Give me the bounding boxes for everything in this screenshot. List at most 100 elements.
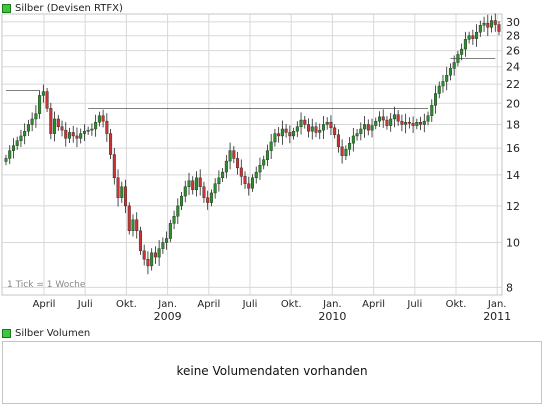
candle-body [34, 113, 38, 120]
x-tick-label: April [197, 299, 220, 310]
candle-body [75, 135, 79, 139]
candle-body [228, 150, 232, 162]
candle-body [497, 24, 501, 32]
candle-body [30, 118, 34, 125]
candle-body [336, 134, 340, 148]
candle-body [250, 177, 254, 189]
candle-body [407, 122, 411, 124]
candle-body [82, 131, 86, 134]
volume-panel: keine Volumendaten vorhanden [2, 341, 542, 404]
candle-body [370, 125, 374, 131]
candle-body [176, 205, 180, 217]
x-year-label: 2011 [483, 310, 511, 323]
candle-body [213, 183, 217, 194]
candle-body [482, 23, 486, 26]
candle-body [53, 118, 57, 134]
x-tick-label: Jan. [322, 299, 342, 310]
y-tick-label: 8 [506, 281, 513, 294]
candle-body [191, 180, 195, 191]
candle-body [400, 120, 404, 125]
candle-body [232, 150, 236, 159]
candle-body [269, 141, 273, 151]
candle-body [329, 122, 333, 129]
candle-body [56, 118, 60, 127]
candle-body [150, 252, 154, 267]
candle-body [138, 230, 142, 251]
candle-body [49, 108, 53, 134]
tick-interval-note: 1 Tick = 1 Woche [7, 280, 86, 290]
candle-body [146, 259, 150, 267]
plot-frame [1, 13, 503, 296]
candle-body [67, 132, 71, 139]
candle-body [288, 132, 292, 137]
candle-body [307, 124, 311, 132]
volume-chart-title: Silber Volumen [15, 327, 91, 339]
candle-body [180, 195, 184, 207]
candle-body [351, 135, 355, 144]
candle-body [127, 205, 131, 232]
candle-body [396, 114, 400, 122]
candle-body [344, 149, 348, 156]
candle-body [131, 219, 135, 232]
candle-body [363, 124, 367, 130]
candle-body [202, 186, 206, 198]
candle-body [262, 159, 266, 166]
candle-body [392, 114, 396, 120]
candle-body [60, 126, 64, 131]
candle-body [71, 132, 75, 137]
x-tick-label: Juli [242, 299, 258, 310]
candle-body [325, 122, 329, 125]
candle-body [239, 167, 243, 177]
candle-body [64, 129, 68, 139]
candle-body [452, 62, 456, 69]
candle-body [475, 31, 479, 39]
x-tick-label: Jan. [157, 299, 177, 310]
candle-body [314, 126, 318, 133]
candle-body [460, 48, 464, 55]
x-tick-label: Okt. [281, 299, 302, 310]
candle-body [471, 35, 475, 39]
candle-body [11, 145, 15, 151]
volume-empty-message: keine Volumendaten vorhanden [176, 364, 368, 378]
candle-body [209, 192, 213, 203]
candle-body [437, 85, 441, 94]
candle-body [295, 126, 299, 132]
candle-body [187, 180, 191, 187]
candle-body [490, 20, 494, 28]
candle-body [385, 119, 389, 126]
candle-body [434, 93, 438, 106]
y-tick-label: 24 [506, 61, 520, 74]
candle-body [94, 122, 98, 130]
candle-body [217, 177, 221, 184]
candle-body [105, 120, 109, 134]
x-year-label: 2009 [154, 310, 182, 323]
price-legend: Silber (Devisen RTFX) [2, 1, 123, 15]
x-tick-label: Okt. [116, 299, 137, 310]
x-tick-label: April [362, 299, 385, 310]
y-tick-label: 20 [506, 97, 520, 110]
candle-body [411, 123, 415, 126]
x-tick-label: Juli [77, 299, 93, 310]
candle-body [221, 171, 225, 179]
candle-body [284, 128, 288, 133]
candle-body [318, 129, 322, 133]
candle-body [355, 133, 359, 137]
volume-legend-swatch [2, 328, 11, 338]
candle-body [377, 116, 381, 122]
candle-body [206, 197, 210, 203]
candle-body [124, 186, 128, 207]
candle-body [348, 142, 352, 150]
candle-body [280, 128, 284, 137]
candle-body [404, 122, 408, 125]
candle-body [486, 23, 490, 28]
candle-body [310, 126, 314, 132]
candle-body [430, 105, 434, 116]
candle-body [258, 164, 262, 173]
candle-body [26, 124, 30, 132]
candle-body [79, 133, 83, 139]
candle-body [419, 122, 423, 125]
price-legend-swatch [2, 3, 11, 13]
candle-body [303, 119, 307, 125]
candle-body [448, 68, 452, 76]
candle-body [478, 25, 482, 33]
